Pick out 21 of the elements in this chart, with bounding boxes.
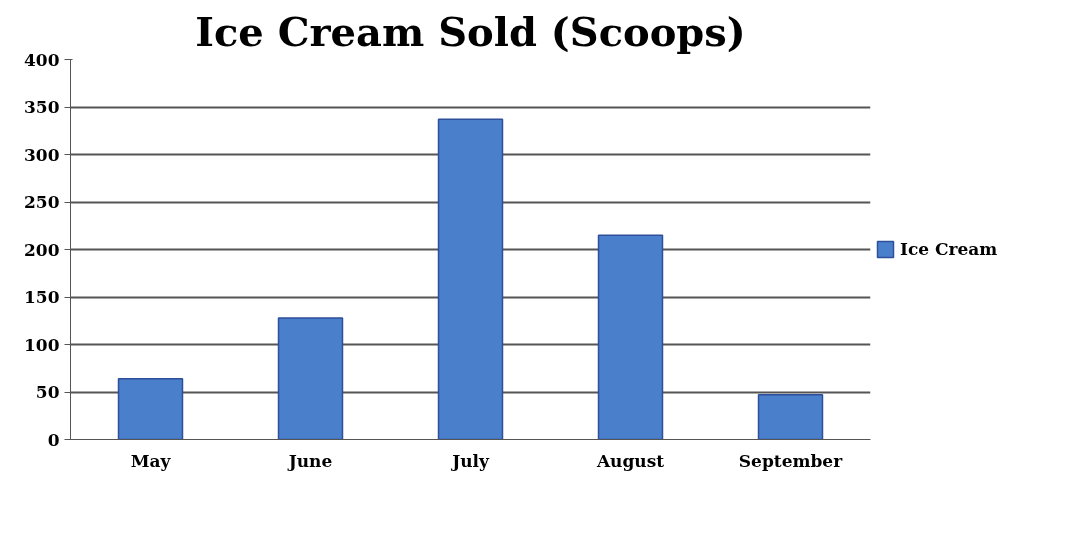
bar bbox=[437, 118, 504, 440]
y-tick-label: 150 bbox=[24, 287, 60, 307]
y-tick-label: 250 bbox=[24, 192, 60, 212]
x-tick-label: July bbox=[450, 450, 490, 471]
y-tick-label: 0 bbox=[47, 429, 60, 450]
bar bbox=[757, 394, 824, 440]
y-tick-label: 350 bbox=[24, 97, 60, 117]
x-tick-label: August bbox=[595, 450, 665, 471]
bar bbox=[277, 317, 344, 440]
x-tick-label: May bbox=[130, 450, 172, 471]
y-tick-label: 400 bbox=[24, 49, 60, 70]
bar bbox=[597, 234, 664, 440]
y-tick-label: 300 bbox=[24, 144, 60, 165]
y-tick-label: 200 bbox=[24, 239, 60, 260]
x-tick-label: June bbox=[286, 450, 333, 471]
y-tick-label: 100 bbox=[24, 334, 60, 355]
bar bbox=[117, 377, 184, 440]
legend-label: Ice Cream bbox=[900, 239, 998, 259]
chart-title: Ice Cream Sold (Scoops) bbox=[195, 7, 746, 55]
y-tick-label: 50 bbox=[35, 382, 60, 402]
x-tick-label: September bbox=[738, 450, 844, 471]
